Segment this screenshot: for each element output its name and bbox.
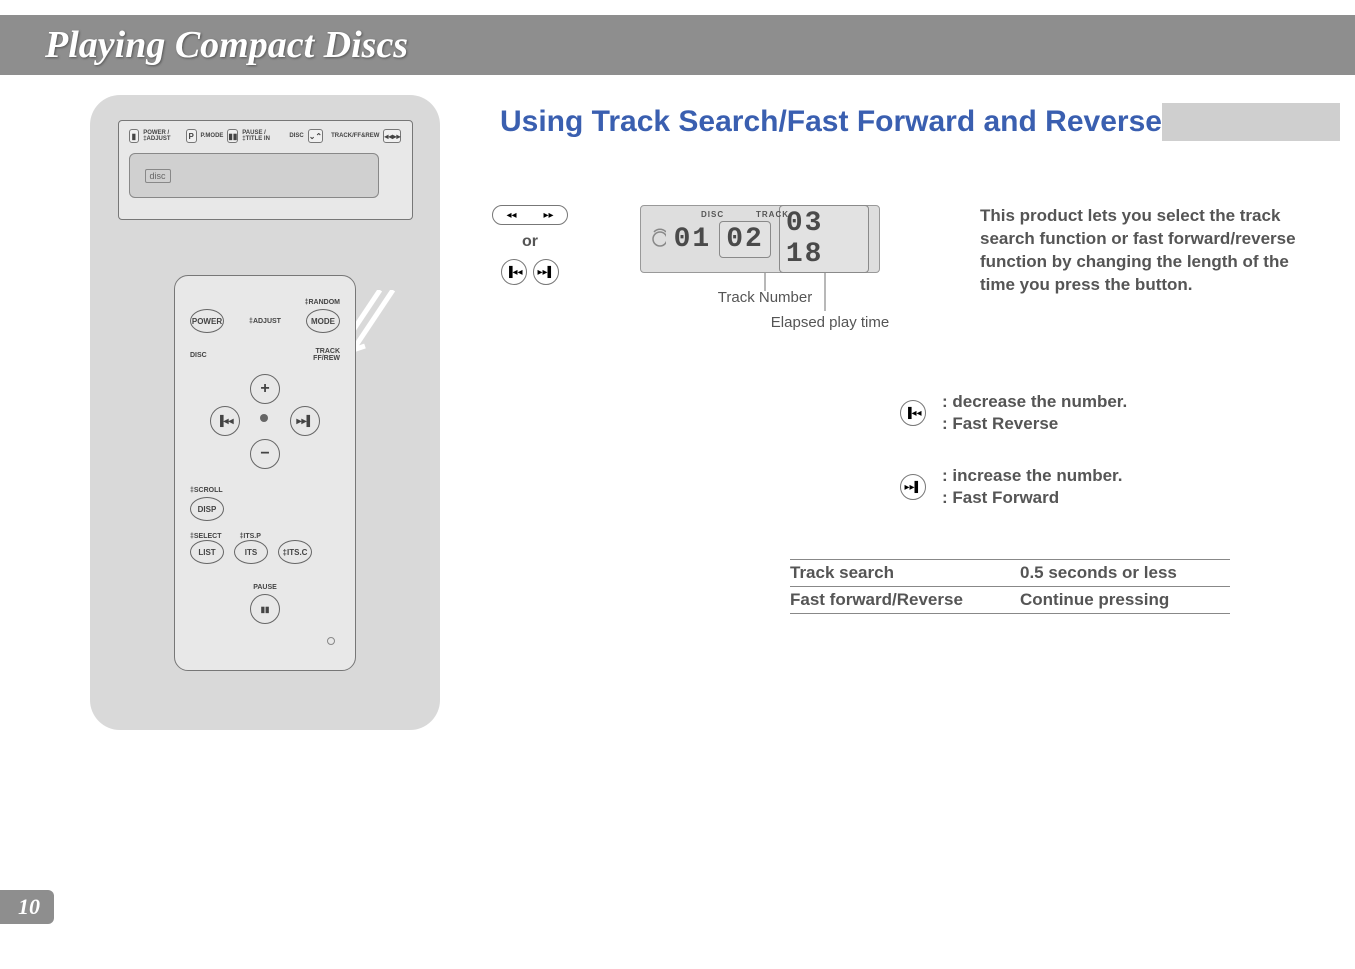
table-row: Fast forward/Reverse Continue pressing [790,586,1230,614]
lcd-display: DISC TRACK 01 02 03 18 [640,205,880,273]
section-title: Using Track Search/Fast Forward and Reve… [480,103,1162,145]
pause-btn-icon: ▮▮ [227,129,238,143]
instruction-area: Using Track Search/Fast Forward and Reve… [480,95,1340,730]
dpad-center-dot [260,414,268,422]
remote-led-icon [327,637,335,645]
lcd-track-label: TRACK [756,210,789,219]
next-line1: : increase the number. [942,465,1122,487]
page-title: Playing Compact Discs [45,23,408,67]
header-bar: Playing Compact Discs [0,15,1355,75]
elapsed-time-annot: Elapsed play time [740,314,920,331]
dpad-prev-button: ▐◂◂ [210,406,240,436]
disc-rocker: ⌄⌃ [308,129,323,143]
remote-control: ‡RANDOM POWER ‡ADJUST MODE DISC TRACK FF… [174,275,356,671]
power-btn-icon: ▮ [129,129,140,143]
table-cell: Continue pressing [1020,590,1169,610]
disc-spin-icon [651,224,666,254]
lcd-column: DISC TRACK 01 02 03 18 Track Number Elap… [640,205,920,331]
hu-label: PAUSE /‡TITLE IN [242,130,279,142]
intro-description: This product lets you select the track s… [980,205,1300,331]
pause-button: ▮▮ [250,594,280,624]
lcd-track-value: 02 [719,221,771,258]
lcd-time-value: 03 18 [779,205,869,273]
power-button: POWER [190,309,224,333]
next-track-icon: ▸▸▌ [900,474,926,500]
prev-line2: : Fast Reverse [942,413,1127,435]
prev-desc-text: : decrease the number. : Fast Reverse [942,391,1127,435]
disc-label: DISC [190,352,207,359]
mode-button: MODE [306,309,340,333]
lcd-disc-label: DISC [701,210,724,219]
content-area: ▮ POWER /‡ADJUST P P.MODE ▮▮ PAUSE /‡TIT… [0,75,1355,730]
press-duration-table: Track search 0.5 seconds or less Fast fo… [790,559,1230,614]
section-title-row: Using Track Search/Fast Forward and Reve… [480,103,1340,145]
pause-label: PAUSE [253,584,277,591]
page-number: 10 [0,890,54,924]
disp-button: DISP [190,497,224,521]
remote-illustration: ▮ POWER /‡ADJUST P P.MODE ▮▮ PAUSE /‡TIT… [90,95,440,730]
prev-line1: : decrease the number. [942,391,1127,413]
title-tail-decor [1162,103,1340,141]
remote-next-button: ▸▸▌ [533,259,559,285]
head-unit-display: disc [129,153,379,198]
hu-label: P.MODE [201,133,224,139]
next-button-desc: ▸▸▌ : increase the number. : Fast Forwar… [900,465,1340,509]
select-label: ‡SELECT [190,533,222,540]
track-label: TRACK FF/REW [300,348,340,362]
list-button: LIST [190,540,224,564]
next-desc-text: : increase the number. : Fast Forward [942,465,1122,509]
next-line2: : Fast Forward [942,487,1122,509]
dpad: + − ▐◂◂ ▸▸▌ [210,374,320,469]
or-label: or [480,233,580,251]
remote-prev-button: ▐◂◂ [501,259,527,285]
table-cell: 0.5 seconds or less [1020,563,1177,583]
table-row: Track search 0.5 seconds or less [790,559,1230,586]
hu-label: TRACK/FF&REW [331,133,379,139]
random-label: ‡RANDOM [305,299,340,306]
prev-track-icon: ▐◂◂ [900,400,926,426]
track-rocker: ◂◂▸▸ [383,129,401,143]
scroll-label: ‡SCROLL [190,487,223,494]
head-unit-buttons: ▮ POWER /‡ADJUST P P.MODE ▮▮ PAUSE /‡TIT… [129,129,402,143]
hu-label: DISC [289,133,303,139]
adjust-label: ‡ADJUST [249,318,281,325]
dpad-next-button: ▸▸▌ [290,406,320,436]
pmode-btn: P [186,129,197,143]
table-cell: Track search [790,563,1020,583]
itsc-button: ‡ITS.C [278,540,312,564]
its-button: ITS [234,540,268,564]
dpad-down-button: − [250,439,280,469]
panel-rocker-button: ◂◂▸▸ [492,205,568,225]
hu-label: POWER /‡ADJUST [143,130,182,142]
top-row: ◂◂▸▸ or ▐◂◂ ▸▸▌ DISC TRACK 01 02 03 18 [480,205,1340,331]
cd-logo-icon: disc [145,169,171,183]
lcd-disc-value: 01 [674,224,712,255]
controls-column: ◂◂▸▸ or ▐◂◂ ▸▸▌ [480,205,580,331]
prev-button-desc: ▐◂◂ : decrease the number. : Fast Revers… [900,391,1340,435]
head-unit: ▮ POWER /‡ADJUST P P.MODE ▮▮ PAUSE /‡TIT… [118,120,413,220]
table-cell: Fast forward/Reverse [790,590,1020,610]
dpad-up-button: + [250,374,280,404]
itsp-label: ‡ITS.P [240,533,261,540]
